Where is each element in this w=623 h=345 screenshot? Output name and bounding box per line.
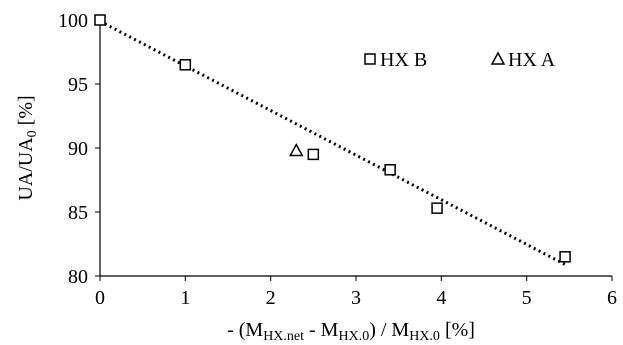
point-hx-b (179, 59, 192, 71)
point-hx-a (289, 142, 304, 157)
point-hx-b (384, 164, 396, 176)
x-tick-label: 4 (436, 287, 446, 309)
x-tick-label: 3 (351, 287, 361, 309)
y-tick-label: 90 (68, 138, 88, 160)
point-hx-b (431, 202, 443, 214)
y-tick-label: 95 (68, 74, 88, 96)
legend-label-hx-b: HX B (380, 49, 427, 71)
y-axis-title: UA/UA0 [%] (15, 95, 40, 200)
point-hx-b (559, 251, 571, 263)
legend: HX B HX A (364, 49, 556, 71)
point-hx-b (307, 148, 320, 161)
legend-marker-hx-b (364, 53, 376, 65)
point-hx-b (94, 14, 106, 26)
x-tick-label: 0 (95, 287, 105, 309)
y-tick-labels: 80 85 90 95 100 (58, 10, 100, 288)
y-tick-label: 85 (68, 202, 88, 224)
y-tick-label: 80 (68, 266, 88, 288)
y-tick-label: 100 (58, 10, 88, 32)
x-tick-label: 6 (607, 287, 617, 309)
x-tick-label: 1 (180, 287, 190, 309)
legend-label-hx-a: HX A (508, 49, 556, 71)
x-tick-label: 5 (522, 287, 532, 309)
x-tick-labels: 0 1 2 3 4 5 6 (95, 276, 617, 309)
data-points (94, 14, 571, 263)
legend-marker-hx-a (490, 51, 506, 65)
x-tick-label: 2 (266, 287, 276, 309)
x-axis-title: - (MHX.net - MHX.0) / MHX.0 [%] (227, 319, 475, 344)
